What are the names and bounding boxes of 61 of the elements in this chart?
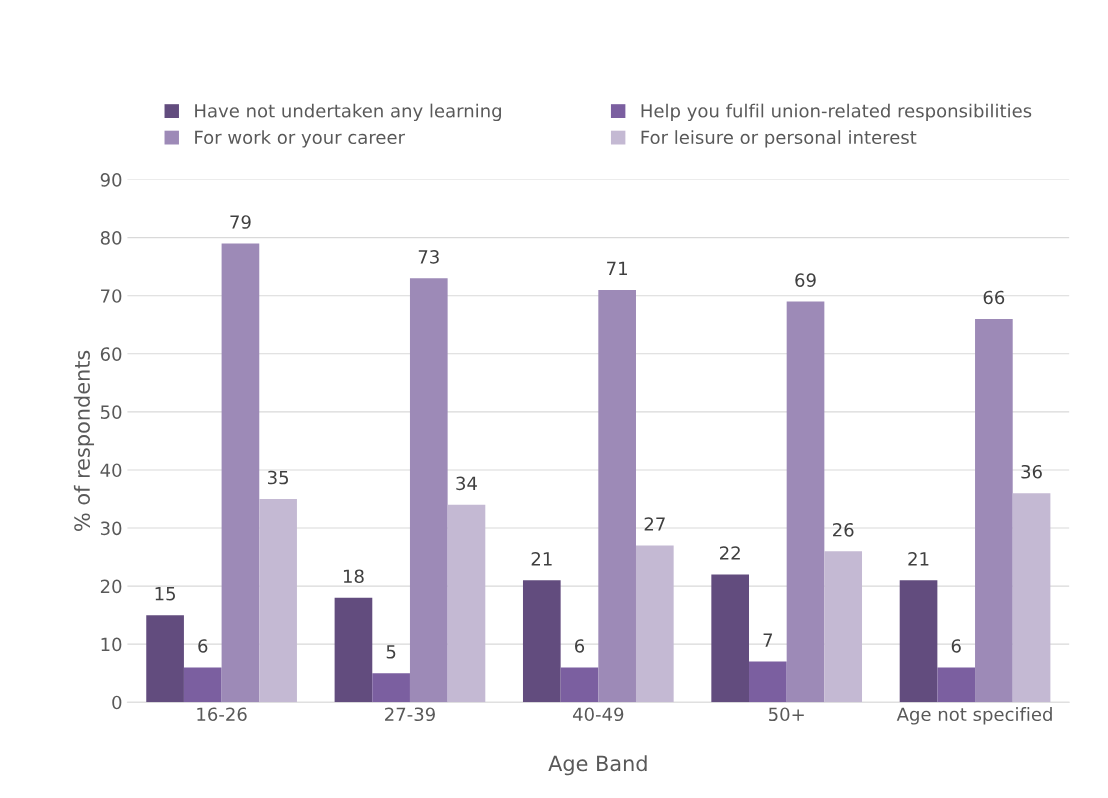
data-label: 18 bbox=[343, 569, 364, 584]
data-label: 21 bbox=[531, 552, 552, 566]
y-tick-label: 30 bbox=[100, 521, 122, 536]
bar bbox=[259, 498, 297, 703]
bar bbox=[522, 580, 561, 703]
bar bbox=[975, 318, 1013, 703]
y-tick-label: 0 bbox=[112, 695, 122, 710]
data-label: 15 bbox=[155, 587, 175, 601]
bar bbox=[824, 551, 863, 703]
x-tick-label: 40-49 bbox=[572, 707, 624, 722]
data-label: 6 bbox=[198, 639, 208, 653]
x-tick-label: 50+ bbox=[769, 707, 804, 722]
bar bbox=[598, 289, 636, 703]
bar bbox=[635, 545, 674, 703]
x-axis-title: Age Band bbox=[548, 755, 647, 776]
y-tick-label: 50 bbox=[100, 405, 122, 419]
data-label: 21 bbox=[908, 552, 929, 566]
data-label: 26 bbox=[833, 522, 854, 537]
data-label: 36 bbox=[1021, 464, 1042, 479]
bar bbox=[372, 673, 410, 703]
x-tick-label: 27-39 bbox=[385, 707, 435, 722]
bar bbox=[409, 278, 448, 703]
data-label: 66 bbox=[983, 290, 1005, 305]
y-tick-label: 60 bbox=[100, 347, 122, 361]
bar bbox=[786, 301, 825, 703]
bar bbox=[937, 667, 976, 703]
bar bbox=[899, 580, 938, 703]
data-label: 73 bbox=[418, 250, 439, 264]
data-label: 69 bbox=[795, 273, 816, 287]
bar bbox=[1012, 493, 1051, 703]
y-axis-title: % of respondents bbox=[73, 350, 95, 531]
bar bbox=[711, 574, 750, 703]
bar bbox=[146, 615, 184, 703]
data-label: 5 bbox=[386, 645, 396, 659]
bar bbox=[560, 667, 599, 703]
data-label: 22 bbox=[720, 546, 740, 560]
legend-label: Have not undertaken any learning bbox=[195, 103, 501, 122]
legend-label: For leisure or personal interest bbox=[641, 130, 917, 148]
y-tick-label: 80 bbox=[100, 231, 122, 245]
y-tick-label: 20 bbox=[100, 579, 122, 594]
data-label: 7 bbox=[763, 633, 773, 647]
bar bbox=[447, 504, 486, 703]
data-label: 79 bbox=[230, 215, 251, 229]
data-label: 6 bbox=[951, 639, 961, 653]
data-label: 35 bbox=[268, 470, 289, 485]
y-tick-label: 70 bbox=[101, 289, 122, 303]
bar bbox=[221, 243, 260, 703]
data-label: 34 bbox=[456, 476, 477, 491]
bar bbox=[749, 661, 787, 703]
legend-label: Help you fulfil union-related responsibilities bbox=[641, 103, 1032, 122]
y-tick-label: 40 bbox=[100, 463, 122, 478]
legend-label: For work or your career bbox=[195, 130, 405, 148]
x-tick-label: 16-26 bbox=[197, 707, 247, 722]
data-label: 6 bbox=[575, 639, 585, 653]
y-tick-label: 90 bbox=[100, 173, 122, 187]
bar bbox=[183, 667, 222, 703]
x-tick-label: Age not specified bbox=[896, 707, 1052, 725]
bar bbox=[334, 597, 373, 703]
data-label: 71 bbox=[607, 261, 627, 276]
y-tick-label: 10 bbox=[101, 637, 122, 652]
data-label: 27 bbox=[644, 517, 665, 531]
